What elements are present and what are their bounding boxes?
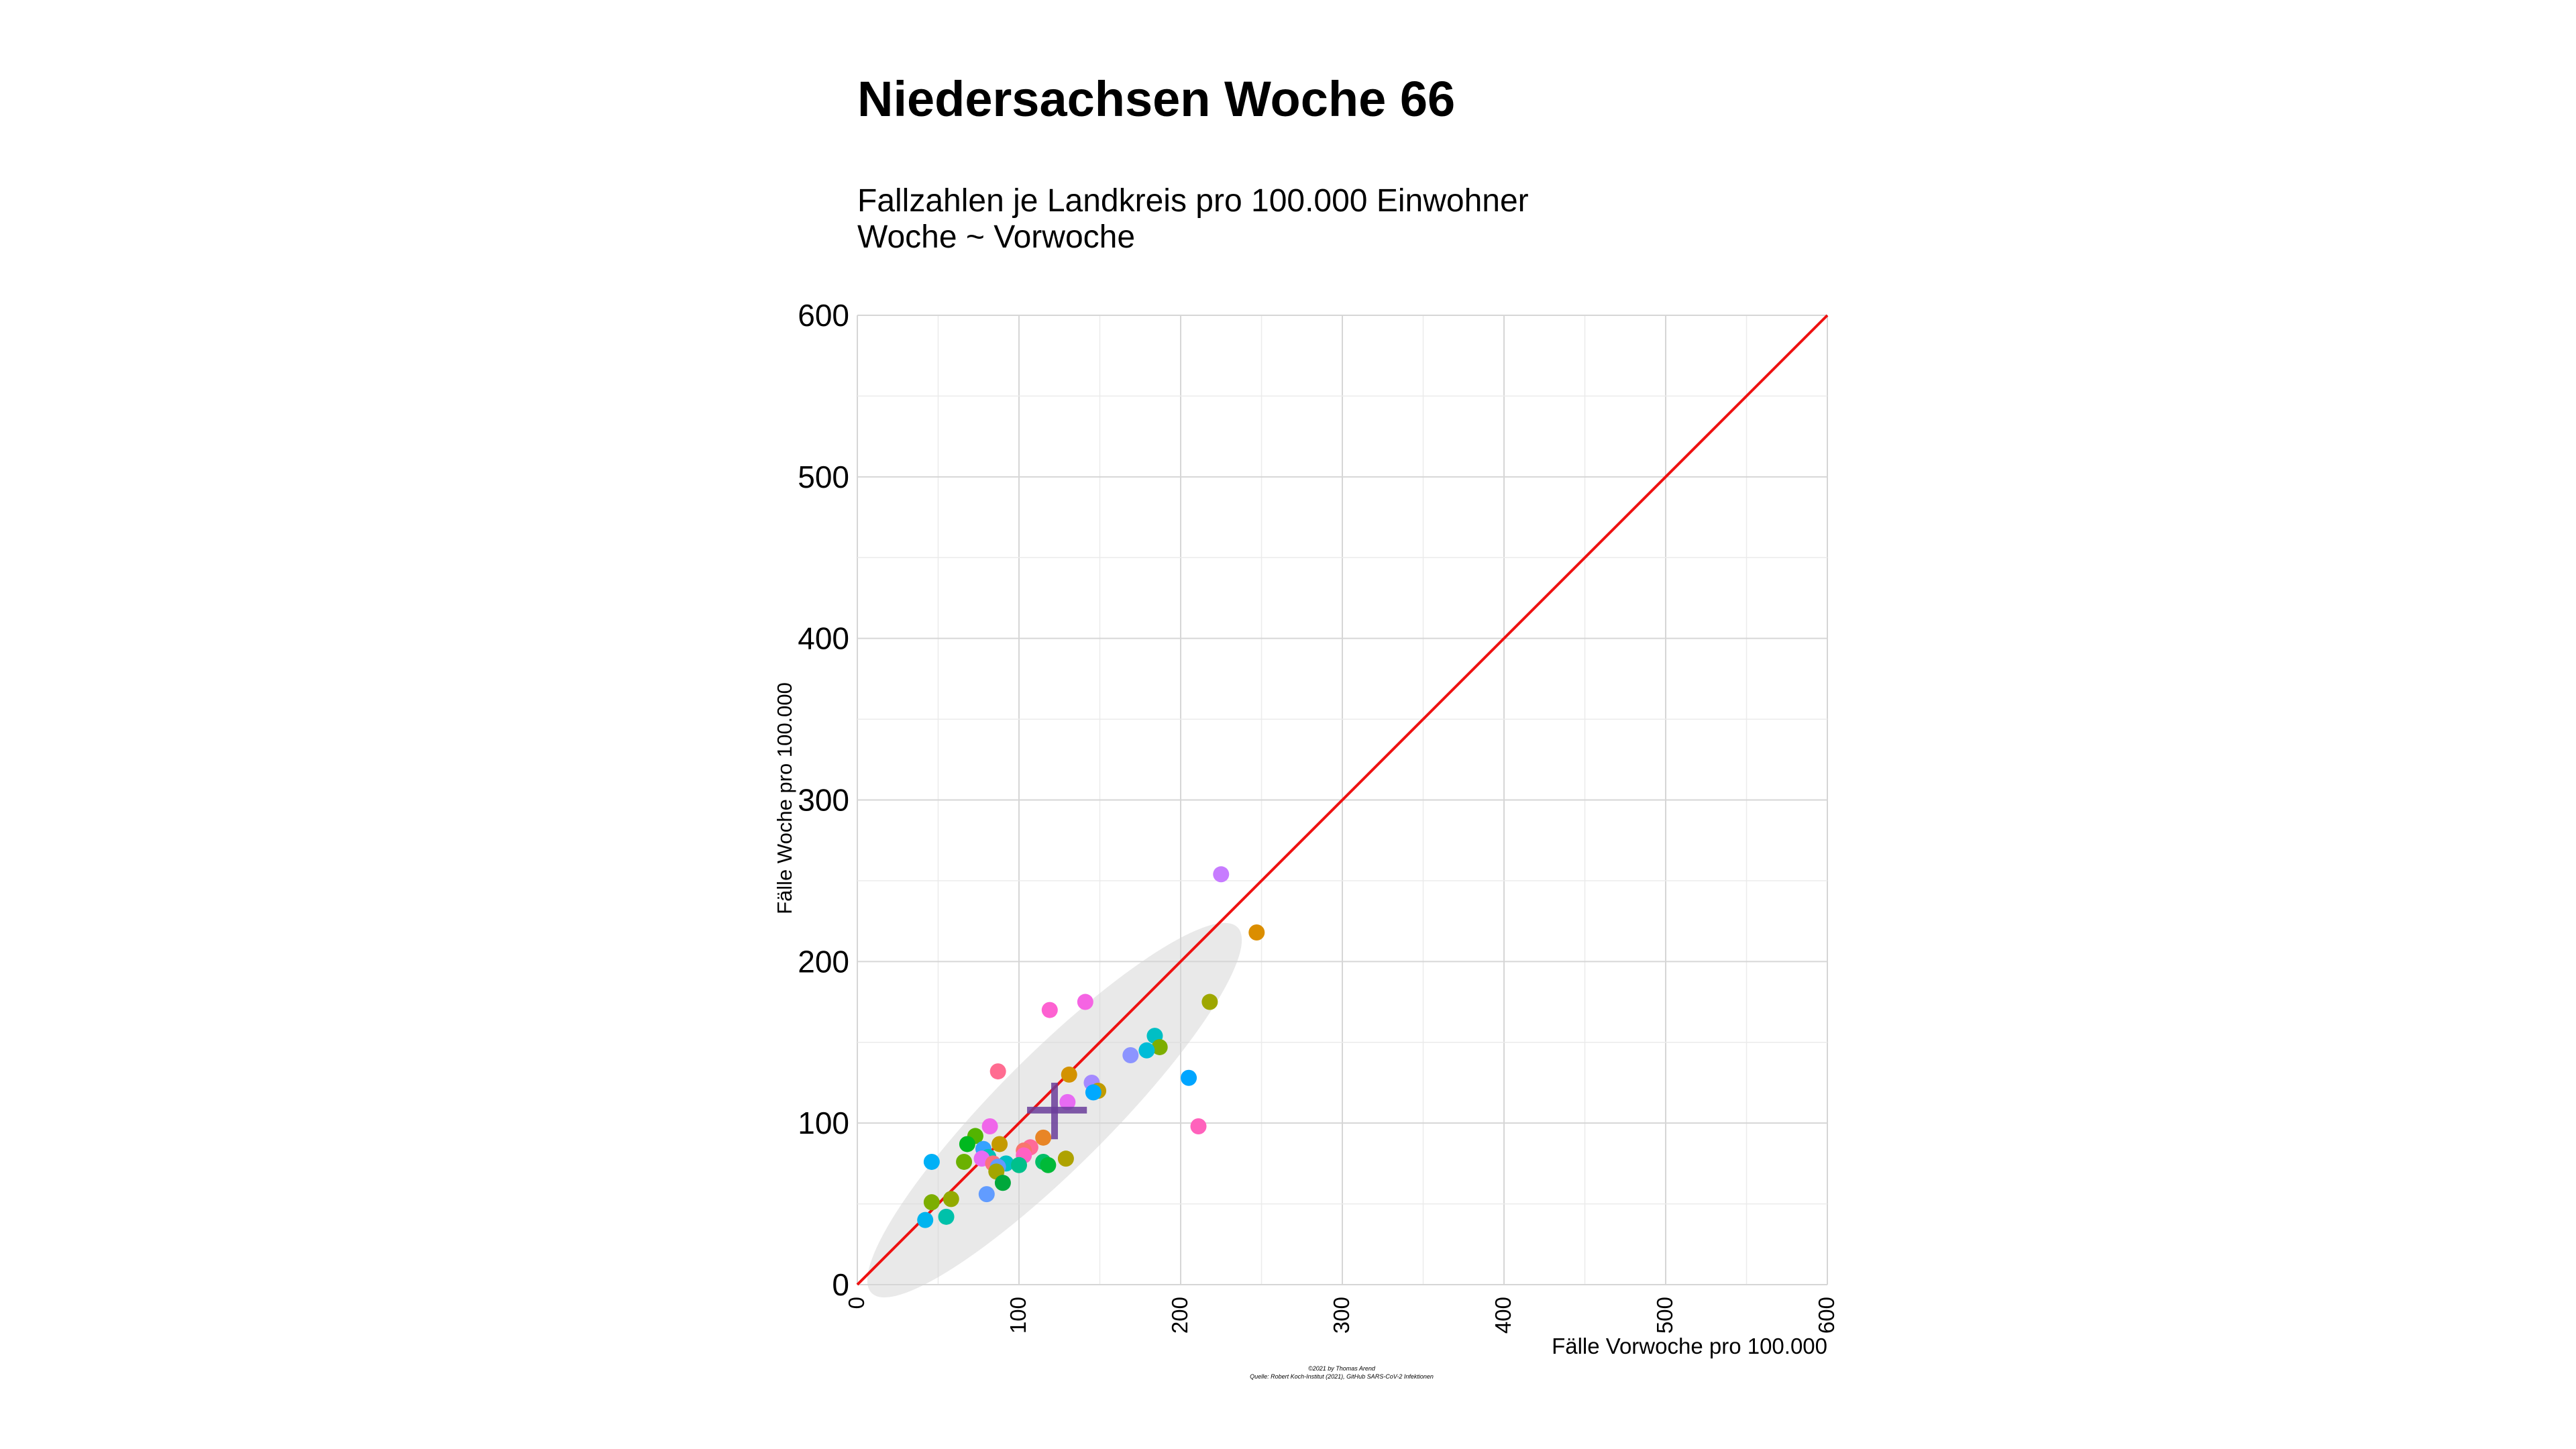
- data-point: [917, 1212, 934, 1228]
- data-point: [991, 1136, 1008, 1152]
- y-axis-ticks: 0 100 200 300 400 500 600: [798, 298, 849, 1302]
- data-point: [994, 1175, 1011, 1191]
- y-axis-label: Fälle Woche pro 100.000: [773, 682, 796, 914]
- x-tick-label: 500: [1652, 1297, 1677, 1334]
- x-tick-label: 0: [844, 1297, 869, 1309]
- x-tick-label: 600: [1814, 1297, 1839, 1334]
- data-point: [1181, 1069, 1197, 1086]
- chart-subtitle-line-2: Woche ~ Vorwoche: [857, 219, 1136, 255]
- data-point: [1248, 924, 1265, 941]
- caption-source: Quelle: Robert Koch-Institut (2021), Git…: [1250, 1373, 1434, 1380]
- data-point: [1201, 994, 1218, 1010]
- data-point: [956, 1153, 973, 1170]
- grid: [857, 315, 1828, 1285]
- caption-copyright: ©2021 by Thomas Arend: [1308, 1365, 1375, 1372]
- y-tick-label: 300: [798, 783, 849, 818]
- x-axis-ticks: 0 100 200 300 400 500 600: [844, 1297, 1839, 1334]
- data-point: [1040, 1157, 1057, 1173]
- data-point: [1011, 1157, 1027, 1173]
- data-point: [1077, 994, 1093, 1010]
- data-point: [1122, 1047, 1139, 1064]
- data-point: [923, 1153, 940, 1170]
- reference-line: [856, 314, 1829, 1286]
- chart-subtitle-line-1: Fallzahlen je Landkreis pro 100.000 Einw…: [857, 183, 1529, 219]
- chart-title: Niedersachsen Woche 66: [857, 71, 1456, 127]
- data-point: [1190, 1118, 1207, 1134]
- y-tick-label: 200: [798, 944, 849, 979]
- reference-line-layer: [856, 314, 1829, 1286]
- y-tick-label: 500: [798, 460, 849, 494]
- data-point: [959, 1136, 975, 1152]
- y-tick-label: 100: [798, 1106, 849, 1140]
- data-point: [938, 1208, 955, 1225]
- data-point: [1057, 1150, 1074, 1167]
- y-tick-label: 0: [832, 1267, 849, 1302]
- data-point: [1213, 866, 1230, 883]
- data-point: [943, 1191, 959, 1208]
- data-point: [1085, 1084, 1102, 1101]
- y-tick-label: 600: [798, 298, 849, 333]
- x-tick-label: 200: [1167, 1297, 1192, 1334]
- data-point: [923, 1194, 940, 1211]
- data-point: [1138, 1042, 1155, 1059]
- x-tick-label: 300: [1329, 1297, 1354, 1334]
- data-point: [1151, 1038, 1168, 1055]
- data-point: [978, 1186, 995, 1203]
- x-tick-label: 100: [1006, 1297, 1030, 1334]
- mean-cross-layer: [1027, 1082, 1087, 1140]
- data-points: [917, 866, 1265, 1228]
- data-point: [1035, 1129, 1052, 1146]
- y-tick-label: 400: [798, 621, 849, 656]
- x-tick-label: 400: [1491, 1297, 1515, 1334]
- data-point: [1059, 1093, 1076, 1110]
- data-point: [1041, 1002, 1058, 1018]
- data-point: [981, 1118, 998, 1134]
- x-axis-label: Fälle Vorwoche pro 100.000: [1552, 1334, 1827, 1358]
- data-point: [1061, 1066, 1077, 1083]
- data-point: [989, 1063, 1006, 1080]
